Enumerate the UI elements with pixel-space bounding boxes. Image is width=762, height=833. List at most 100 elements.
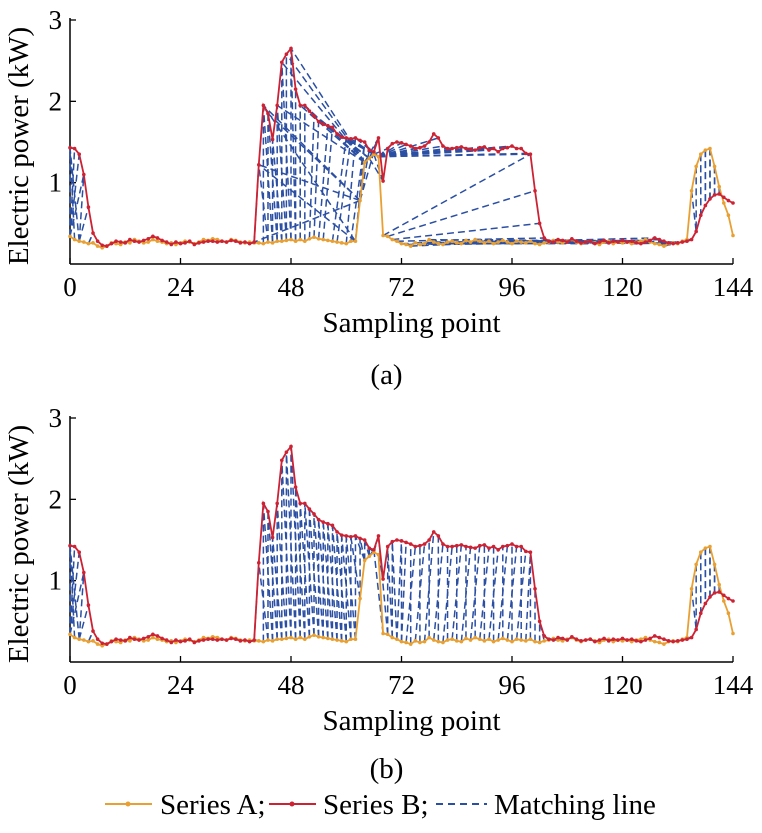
series-a-point-b-144: [731, 631, 735, 636]
series-a-point-a-69: [385, 234, 390, 239]
matching-line-b-12-0: [276, 503, 288, 639]
series-b-point-a-110: [574, 239, 579, 244]
series-b-point-b-127: [652, 634, 657, 638]
series-b-point-b-50: [298, 501, 303, 506]
series-b-point-a-137: [698, 213, 703, 217]
series-b-point-b-68: [381, 577, 385, 581]
x-tick-label-a-72: 72: [388, 272, 415, 302]
legend-series-b-label: Series B;: [323, 789, 429, 821]
series-a-point-b-139: [708, 544, 712, 549]
series-a-point-a-67: [376, 154, 381, 159]
series-b-point-b-69: [385, 544, 390, 549]
series-a-point-a-68: [381, 233, 385, 238]
series-b-point-b-62: [353, 534, 358, 538]
series-b-point-b-22: [169, 640, 174, 645]
series-b-point-a-28: [197, 241, 201, 245]
legend: Series A; Series B; Matching line: [105, 789, 656, 821]
matching-line-a-14-0: [290, 48, 297, 242]
series-b-point-b-46: [279, 458, 284, 463]
matching-line-a-1-1: [69, 154, 80, 237]
series-b-point-a-19: [155, 236, 160, 240]
series-b-point-a-1: [72, 146, 77, 151]
series-b-point-a-33: [220, 239, 224, 244]
series-b-point-b-112: [583, 638, 588, 642]
series-b-point-a-0: [68, 145, 72, 150]
series-a-point-b-75: [413, 639, 418, 643]
series-b-point-b-70: [390, 539, 395, 544]
series-b-point-b-84: [454, 543, 459, 548]
series-b-point-a-39: [247, 241, 252, 246]
series-b-point-a-52: [307, 109, 312, 113]
series-b-point-b-115: [597, 638, 602, 642]
series-b-point-a-44: [270, 137, 275, 142]
series-b-point-b-108: [565, 638, 570, 642]
series-b-point-b-94: [500, 544, 505, 549]
matching-line-b-36-1: [400, 542, 407, 642]
series-b-point-a-139: [708, 197, 712, 201]
series-b-point-b-18: [151, 632, 155, 637]
series-b-point-a-38: [243, 240, 247, 244]
series-b-point-a-95: [505, 145, 510, 150]
series-b-point-b-96: [510, 542, 514, 546]
series-b-point-a-25: [183, 241, 187, 245]
series-b-point-a-43: [266, 111, 270, 116]
series-b-point-a-116: [602, 238, 606, 243]
series-a-point-b-53: [312, 633, 316, 637]
series-a-point-a-60: [344, 241, 349, 246]
series-b-point-a-7: [100, 243, 105, 248]
series-a-point-b-65: [367, 554, 372, 559]
series-a-point-b-82: [445, 638, 450, 642]
series-a-point-b-43: [266, 638, 270, 642]
matching-line-a-17-1: [322, 127, 334, 240]
series-b-point-a-29: [201, 240, 206, 244]
matching-line-a-21-0: [359, 149, 371, 201]
series-b-point-a-120: [620, 238, 625, 243]
series-a-point-a-88: [473, 237, 477, 242]
series-b-point-b-4: [86, 603, 91, 607]
series-b-point-b-23: [174, 638, 178, 642]
series-b-point-b-137: [698, 611, 703, 615]
series-b-point-a-70: [390, 141, 395, 146]
series-b-point-a-99: [524, 151, 528, 156]
matching-line-b-35-1: [396, 540, 403, 640]
series-a-point-b-140: [712, 562, 717, 567]
matching-line-a-23-1: [373, 147, 388, 155]
series-a-point-b-80: [436, 639, 441, 644]
series-b-point-b-135: [689, 635, 694, 640]
series-a-point-a-94: [500, 238, 505, 243]
series-b-point-a-131: [671, 241, 675, 246]
series-b-point-a-75: [413, 146, 418, 151]
series-a-point-a-3: [82, 240, 86, 244]
series-b-point-a-6: [95, 239, 100, 244]
matching-line-b-26-0: [340, 535, 352, 640]
series-a-point-b-46: [279, 637, 284, 642]
series-a-point-b-3: [82, 638, 86, 642]
series-b-point-a-46: [279, 60, 284, 65]
series-b-point-a-26: [187, 239, 192, 244]
matching-line-b-17-0: [299, 503, 311, 637]
series-a-point-b-143: [726, 611, 731, 615]
series-a-point-b-90: [482, 639, 487, 643]
series-a-point-a-1: [72, 237, 77, 242]
series-a-point-b-101: [533, 639, 537, 644]
series-b-point-a-31: [210, 239, 215, 244]
series-a-point-b-100: [528, 637, 533, 642]
series-b-point-b-6: [95, 637, 100, 642]
series-a-point-a-2: [77, 239, 82, 244]
series-b-point-b-97: [514, 544, 519, 549]
series-b-point-a-24: [178, 241, 183, 246]
series-b-point-b-89: [477, 543, 482, 548]
series-b-point-b-111: [579, 639, 583, 643]
series-a-point-b-50: [298, 635, 303, 640]
series-b-point-b-87: [468, 545, 473, 550]
series-a-point-a-56: [326, 238, 330, 243]
matching-line-b-20-0: [313, 513, 324, 638]
series-a-point-b-81: [441, 640, 445, 645]
series-b-point-a-80: [436, 136, 441, 140]
series-a-point-b-59: [339, 639, 344, 643]
y-tick-label-b-3: 3: [49, 403, 63, 433]
series-a-point-b-76: [418, 640, 422, 645]
series-b-point-a-119: [616, 240, 620, 244]
x-tick-label-a-96: 96: [499, 272, 526, 302]
x-tick-label-b-72: 72: [388, 670, 415, 700]
